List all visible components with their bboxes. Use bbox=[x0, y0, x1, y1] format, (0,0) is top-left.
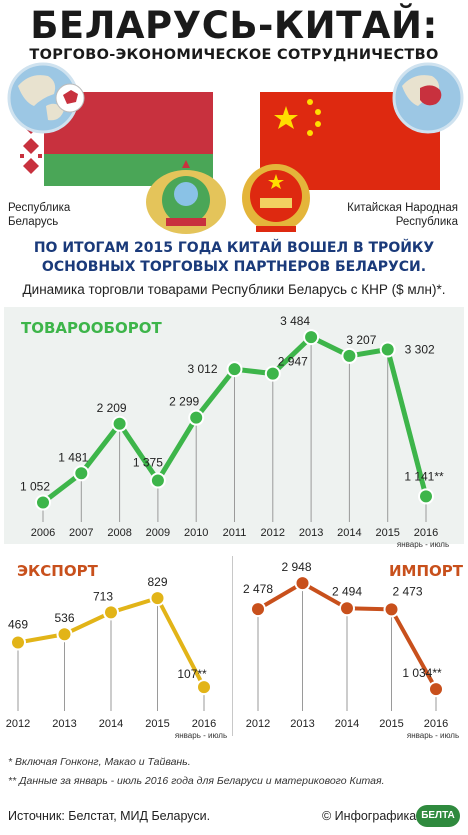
turnover-chart: 1 052 2006 1 481 2007 2 209 2008 1 375 2009 2 29… bbox=[20, 314, 449, 549]
footnote-2: ** Данные за январь - июль 2016 года для… bbox=[8, 775, 385, 787]
turnover-title: ТОВАРООБОРОТ bbox=[21, 319, 162, 337]
import-chart: 2 478 2012 2 948 2013 2 494 2014 2 473 2015 1 03… bbox=[243, 560, 459, 740]
import-data-label: 1 034** bbox=[402, 666, 442, 680]
globe-china-icon bbox=[392, 62, 464, 134]
turnover-point bbox=[188, 409, 205, 426]
export-point bbox=[149, 590, 166, 607]
export-chart: 469 2012 536 2013 713 2014 829 2015 107** 2016янв… bbox=[6, 575, 227, 740]
turnover-point bbox=[73, 465, 90, 482]
import-data-label: 2 948 bbox=[281, 560, 311, 574]
globe-belarus-icon bbox=[7, 62, 85, 134]
page-subtitle: ТОРГОВО-ЭКОНОМИЧЕСКОЕ СОТРУДНИЧЕСТВО bbox=[29, 47, 439, 63]
turnover-period-note: январь - июль bbox=[397, 540, 449, 549]
turnover-point bbox=[264, 365, 281, 382]
export-data-label: 713 bbox=[93, 589, 113, 603]
import-tick-label: 2016 bbox=[424, 718, 448, 730]
import-tick-label: 2012 bbox=[246, 718, 270, 730]
page-title: БЕЛАРУСЬ-КИТАЙ: bbox=[30, 4, 438, 47]
headline: ПО ИТОГАМ 2015 ГОДА КИТАЙ ВОШЕЛ В ТРОЙКУ… bbox=[33, 240, 435, 275]
import-point bbox=[294, 575, 311, 592]
export-point bbox=[196, 679, 212, 696]
import-data-label: 2 473 bbox=[392, 584, 422, 598]
export-tick-label: 2012 bbox=[6, 718, 30, 730]
import-point bbox=[383, 601, 400, 618]
turnover-tick-label: 2007 bbox=[69, 527, 93, 539]
export-point bbox=[10, 634, 26, 651]
country-label-china: Китайская Народная Республика bbox=[347, 202, 458, 228]
turnover-tick-label: 2010 bbox=[184, 527, 208, 539]
import-tick-label: 2014 bbox=[335, 718, 359, 730]
turnover-tick-label: 2008 bbox=[107, 527, 131, 539]
import-tick-label: 2013 bbox=[290, 718, 314, 730]
turnover-data-label: 1 141** bbox=[404, 469, 444, 483]
turnover-point bbox=[341, 347, 358, 364]
turnover-data-label: 3 012 bbox=[187, 362, 217, 376]
export-tick-label: 2013 bbox=[52, 718, 76, 730]
turnover-tick-label: 2006 bbox=[31, 527, 55, 539]
turnover-data-label: 1 375 bbox=[133, 456, 163, 470]
import-period-note: январь - июль bbox=[407, 731, 459, 740]
turnover-data-label: 1 481 bbox=[58, 450, 88, 464]
turnover-data-label: 3 207 bbox=[346, 333, 376, 347]
turnover-point bbox=[303, 329, 320, 346]
turnover-tick-label: 2009 bbox=[146, 527, 170, 539]
export-data-label: 829 bbox=[147, 575, 167, 589]
export-title: ЭКСПОРТ bbox=[17, 562, 98, 580]
flags-illustration bbox=[7, 62, 464, 234]
turnover-point bbox=[149, 472, 166, 489]
turnover-point bbox=[35, 494, 51, 511]
turnover-tick-label: 2015 bbox=[375, 527, 399, 539]
export-point bbox=[56, 626, 73, 643]
turnover-data-label: 2 947 bbox=[278, 355, 308, 369]
turnover-data-label: 2 299 bbox=[169, 395, 199, 409]
import-point bbox=[339, 600, 355, 617]
export-tick-label: 2015 bbox=[145, 718, 169, 730]
export-period-note: январь - июль bbox=[175, 731, 227, 740]
export-data-label: 469 bbox=[8, 618, 28, 632]
belarus-emblem-icon bbox=[146, 160, 226, 234]
country-label-belarus: Республика Беларусь bbox=[8, 202, 71, 228]
turnover-point bbox=[379, 341, 396, 358]
turnover-point bbox=[418, 488, 434, 505]
belta-logo: БЕЛТА bbox=[416, 805, 460, 827]
china-emblem-icon bbox=[242, 164, 310, 232]
credit-text: © Инфографика bbox=[322, 809, 417, 823]
turnover-data-label: 2 209 bbox=[97, 401, 127, 415]
turnover-point bbox=[111, 415, 128, 432]
turnover-data-label: 3 302 bbox=[405, 342, 435, 356]
turnover-tick-label: 2011 bbox=[223, 527, 247, 539]
chart-caption: Динамика торговли товарами Республики Бе… bbox=[22, 282, 446, 297]
footnote-1: * Включая Гонконг, Макао и Тайвань. bbox=[8, 756, 191, 768]
export-tick-label: 2014 bbox=[99, 718, 123, 730]
divider bbox=[232, 556, 233, 736]
import-point bbox=[428, 681, 444, 698]
import-data-label: 2 478 bbox=[243, 582, 273, 596]
import-data-label: 2 494 bbox=[332, 584, 362, 598]
turnover-data-label: 1 052 bbox=[20, 479, 50, 493]
export-point bbox=[103, 604, 119, 621]
export-data-label: 107** bbox=[177, 667, 207, 681]
turnover-tick-label: 2012 bbox=[261, 527, 285, 539]
turnover-data-label: 3 484 bbox=[280, 314, 310, 328]
export-tick-label: 2016 bbox=[192, 718, 216, 730]
source-text: Источник: Белстат, МИД Беларуси. bbox=[8, 809, 211, 823]
import-title: ИМПОРТ bbox=[389, 562, 464, 580]
turnover-tick-label: 2016 bbox=[414, 527, 438, 539]
turnover-tick-label: 2014 bbox=[337, 527, 361, 539]
export-data-label: 536 bbox=[54, 611, 74, 625]
import-tick-label: 2015 bbox=[379, 718, 403, 730]
turnover-tick-label: 2013 bbox=[299, 527, 323, 539]
import-point bbox=[250, 601, 266, 618]
turnover-point bbox=[226, 361, 243, 378]
